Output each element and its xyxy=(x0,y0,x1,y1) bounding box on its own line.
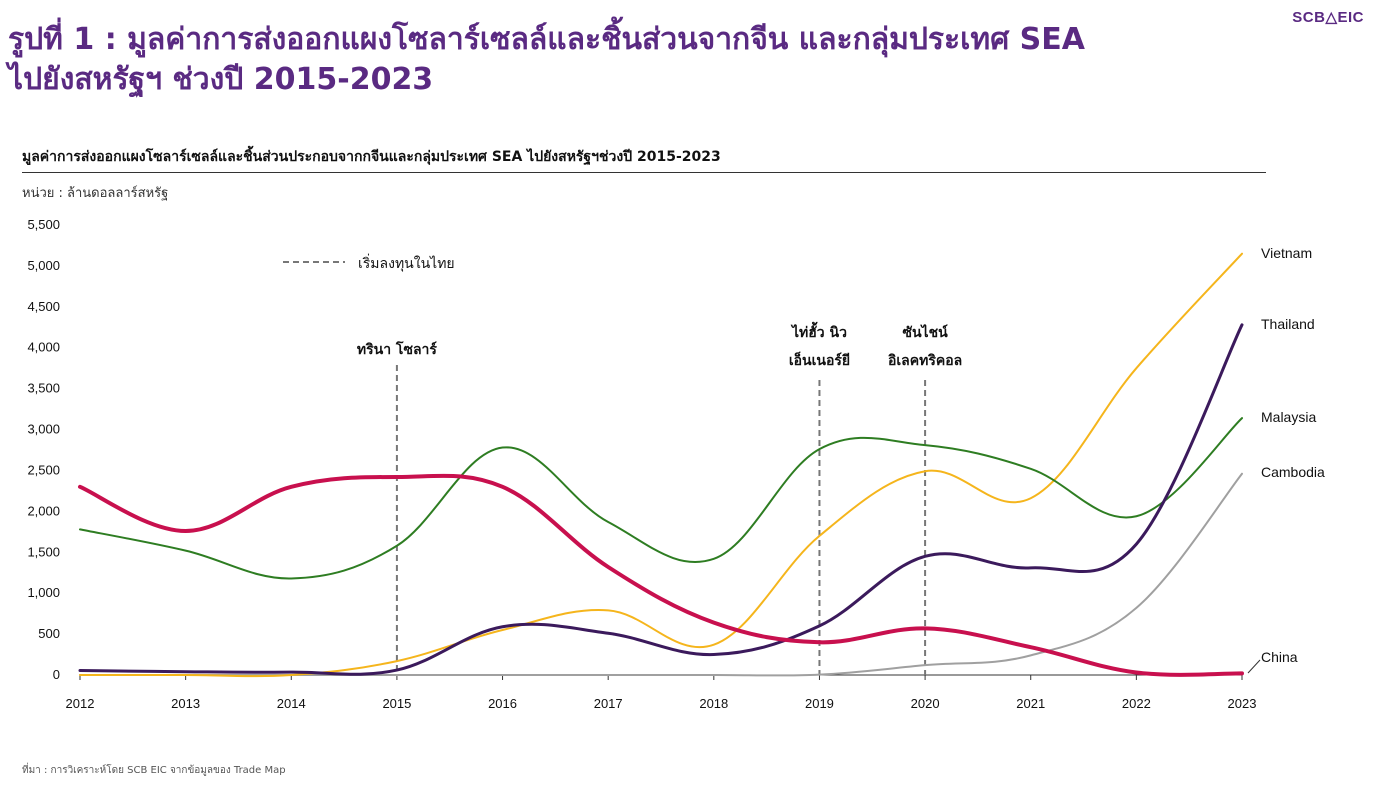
title-divider xyxy=(22,172,1266,173)
y-tick-label: 0 xyxy=(53,667,60,682)
legend-label: เริ่มลงทุนในไทย xyxy=(358,254,455,272)
series-label-cambodia: Cambodia xyxy=(1261,464,1325,480)
chart-title: มูลค่าการส่งออกแผงโซลาร์เซลล์และชิ้นส่วน… xyxy=(22,149,721,165)
x-tick-label: 2017 xyxy=(594,696,623,711)
x-tick-label: 2013 xyxy=(171,696,200,711)
investment-annotation: ทรินา โซลาร์ xyxy=(357,340,438,358)
series-label-vietnam: Vietnam xyxy=(1261,245,1312,261)
investment-annotation: ไท่ฮั้ว นิว xyxy=(790,321,847,341)
y-tick-label: 2,000 xyxy=(27,503,60,518)
page-title-line2: ไปยังสหรัฐฯ ช่วงปี 2015-2023 xyxy=(8,62,434,97)
series-line-vietnam xyxy=(79,252,1243,678)
brand-logo: SCB△EIC xyxy=(1292,9,1364,26)
investment-annotation: ซันไชน์ xyxy=(902,323,948,341)
y-tick-label: 3,500 xyxy=(27,381,60,396)
series-label-malaysia: Malaysia xyxy=(1261,409,1316,425)
x-tick-label: 2021 xyxy=(1016,696,1045,711)
series-line-thailand xyxy=(78,323,1244,676)
y-tick-label: 5,000 xyxy=(27,258,60,273)
page-title-line1: รูปที่ 1 : มูลค่าการส่งออกแผงโซลาร์เซลล์… xyxy=(8,22,1085,57)
x-tick-label: 2014 xyxy=(277,696,306,711)
y-tick-label: 5,500 xyxy=(27,217,60,232)
x-tick-label: 2023 xyxy=(1228,696,1257,711)
x-tick-label: 2015 xyxy=(382,696,411,711)
x-tick-label: 2020 xyxy=(911,696,940,711)
investment-annotation: อิเลคทริคอล xyxy=(887,353,962,369)
x-tick-label: 2018 xyxy=(699,696,728,711)
series-line-malaysia xyxy=(79,417,1243,580)
x-tick-label: 2016 xyxy=(488,696,517,711)
china-leader-line xyxy=(1247,659,1261,674)
page-title: รูปที่ 1 : มูลค่าการส่งออกแผงโซลาร์เซลล์… xyxy=(8,20,1308,100)
series-label-thailand: Thailand xyxy=(1261,316,1315,332)
x-tick-label: 2019 xyxy=(805,696,834,711)
series-line-china xyxy=(78,473,1244,677)
unit-label: หน่วย : ล้านดอลลาร์สหรัฐ xyxy=(22,186,169,201)
series-label-china: China xyxy=(1261,649,1298,665)
y-tick-label: 500 xyxy=(38,626,60,641)
y-tick-label: 4,500 xyxy=(27,299,60,314)
y-tick-label: 2,500 xyxy=(27,462,60,477)
source-note: ที่มา : การวิเคราะห์โดย SCB EIC จากข้อมู… xyxy=(22,765,286,776)
y-tick-label: 4,000 xyxy=(27,340,60,355)
y-tick-label: 1,000 xyxy=(27,585,60,600)
x-tick-label: 2012 xyxy=(66,696,95,711)
y-tick-label: 3,000 xyxy=(27,422,60,437)
investment-annotation: เอ็นเนอร์ยี xyxy=(789,351,850,369)
x-tick-label: 2022 xyxy=(1122,696,1151,711)
y-tick-label: 1,500 xyxy=(27,544,60,559)
